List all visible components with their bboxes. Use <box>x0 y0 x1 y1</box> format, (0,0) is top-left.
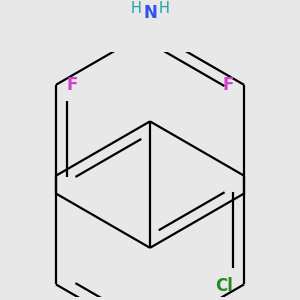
Text: Cl: Cl <box>215 278 233 296</box>
Text: H: H <box>158 1 169 16</box>
Text: F: F <box>223 76 234 94</box>
Text: H: H <box>131 1 142 16</box>
Text: N: N <box>143 4 157 22</box>
Text: F: F <box>66 76 77 94</box>
